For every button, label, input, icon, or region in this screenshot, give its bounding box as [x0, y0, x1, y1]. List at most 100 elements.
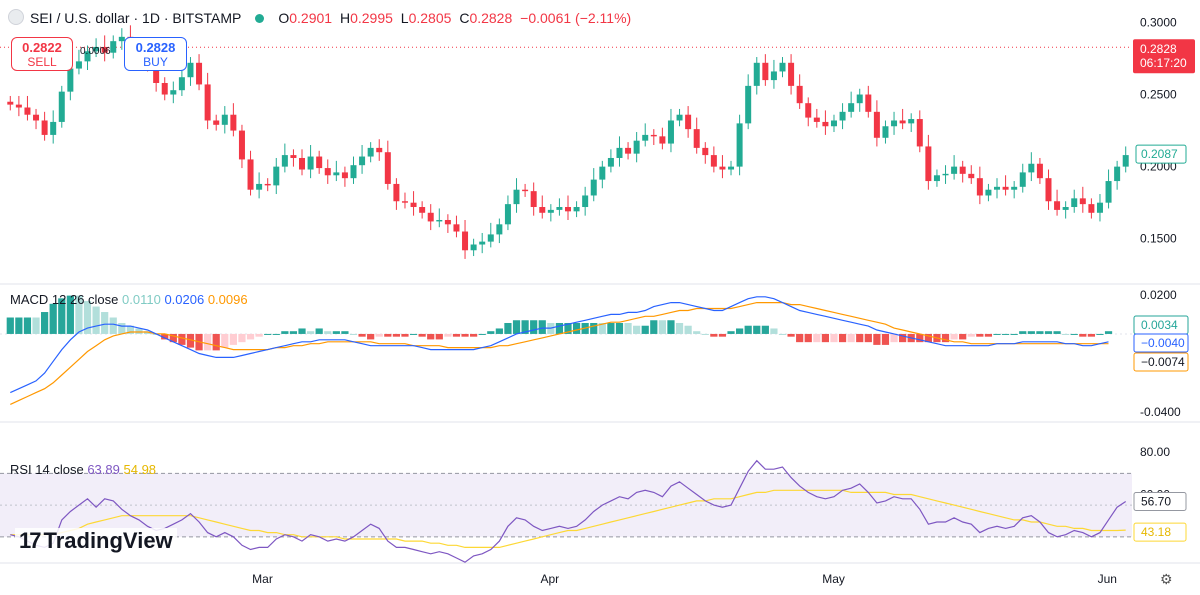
macd-histogram-bar — [1087, 333, 1095, 337]
macd-histogram-bar — [615, 322, 624, 334]
candle-body — [667, 120, 674, 144]
candle-body — [1011, 186, 1018, 190]
candle-body — [273, 166, 280, 186]
candle-body — [1028, 163, 1035, 173]
candle-body — [67, 68, 74, 92]
candle-body — [393, 183, 400, 202]
macd-histogram-bar — [555, 322, 564, 334]
candle-body — [616, 147, 623, 158]
macd-histogram-bar — [212, 333, 220, 351]
rsi-line — [10, 459, 1127, 563]
macd-histogram-bar — [452, 333, 461, 337]
macd-histogram-bar — [967, 333, 975, 337]
candle-body — [582, 195, 589, 208]
price-annotation-label: 0.2087 — [1141, 147, 1178, 161]
candle-body — [84, 51, 91, 62]
macd-histogram-bar — [169, 333, 177, 343]
candle-body — [178, 77, 185, 91]
macd-histogram-bar — [1062, 333, 1070, 335]
candle-body — [75, 61, 82, 69]
candle-body — [762, 62, 769, 81]
macd-histogram-bar — [1079, 333, 1087, 337]
candle-body — [15, 104, 22, 108]
macd-histogram-bar — [204, 333, 212, 351]
rsi-value-label: 56.70 — [1141, 495, 1171, 509]
candle-body — [1088, 204, 1095, 213]
candle-body — [316, 156, 323, 169]
macd-histogram-bar — [512, 320, 521, 334]
sell-button[interactable]: 0.2822 SELL — [11, 37, 73, 71]
macd-histogram-bar — [838, 333, 847, 343]
macd-hist-value: 0.0110 — [122, 292, 161, 307]
tradingview-watermark: 17 TradingView — [15, 528, 177, 554]
buy-button[interactable]: 0.2828 BUY — [124, 37, 187, 71]
macd-histogram-bar — [718, 333, 727, 337]
candle-body — [1114, 166, 1121, 182]
macd-histogram-bar — [804, 333, 812, 343]
price-axis-tick: 0.1500 — [1140, 232, 1177, 246]
macd-histogram-bar — [32, 317, 40, 334]
price-annotation-tag — [1135, 144, 1187, 164]
candle-body — [942, 173, 949, 176]
candle-body — [1019, 172, 1026, 187]
macd-histogram-bar — [770, 328, 778, 334]
macd-histogram-bar — [358, 333, 366, 337]
candle-body — [813, 117, 820, 122]
candle-body — [7, 101, 14, 105]
countdown-label: 06:17:20 — [1140, 56, 1187, 70]
candle-body — [462, 231, 469, 251]
rsi-legend[interactable]: RSI 14 close 63.89 54.98 — [10, 462, 156, 477]
candle-body — [504, 204, 511, 225]
macd-histogram-bar — [976, 333, 984, 337]
macd-histogram-bar — [727, 331, 735, 334]
rsi-value-tag — [1133, 492, 1187, 512]
macd-histogram-bar — [66, 295, 74, 334]
macd-histogram-bar — [873, 333, 881, 345]
candle-body — [290, 155, 297, 158]
candle-body — [1036, 163, 1043, 179]
candle-body — [333, 172, 340, 176]
price-axis-tick: 0.3000 — [1140, 15, 1177, 29]
candle-body — [976, 178, 983, 196]
macd-histogram-bar — [332, 331, 340, 334]
macd-axis-tick: 0.0200 — [1140, 288, 1177, 302]
candle-body — [599, 166, 606, 180]
candle-body — [238, 130, 245, 160]
candle-body — [153, 65, 160, 83]
candle-body — [187, 62, 194, 78]
candle-body — [1079, 198, 1086, 205]
candle-body — [719, 166, 726, 170]
candle-body — [796, 85, 803, 104]
macd-histogram-bar — [624, 322, 632, 334]
macd-histogram-bar — [186, 333, 195, 348]
candle-body — [93, 46, 100, 52]
macd-histogram-bar — [504, 322, 512, 334]
time-axis-tick: May — [822, 572, 845, 586]
macd-value-tag — [1133, 352, 1189, 372]
macd-histogram-bar — [487, 331, 495, 334]
macd-histogram-bar — [367, 333, 375, 340]
candle-body — [479, 241, 486, 245]
macd-histogram-bar — [255, 333, 263, 337]
rsi-value-label: 43.18 — [1141, 525, 1171, 539]
macd-histogram-bar — [324, 331, 332, 334]
macd-legend[interactable]: MACD 12 26 close 0.0110 0.0206 0.0096 — [10, 292, 248, 307]
settings-gear-icon[interactable]: ⚙ — [1160, 571, 1173, 587]
macd-histogram-bar — [950, 333, 958, 340]
candle-body — [410, 202, 417, 208]
macd-histogram-bar — [1044, 331, 1053, 334]
candle-body — [1122, 155, 1129, 167]
candle-body — [50, 121, 57, 135]
macd-histogram-bar — [418, 333, 426, 337]
macd-histogram-bar — [75, 295, 83, 334]
candle-body — [427, 212, 434, 222]
candle-body — [753, 62, 760, 86]
sei-symbol-icon[interactable] — [8, 9, 24, 25]
macd-histogram-bar — [58, 298, 66, 334]
macd-histogram-bar — [375, 333, 383, 337]
candle-body — [830, 120, 837, 127]
macd-histogram-bar — [993, 333, 1001, 335]
symbol-title[interactable]: SEI / U.S. dollar · 1D · BITSTAMP — [30, 10, 242, 26]
macd-histogram-bar — [1070, 333, 1078, 335]
candle-body — [436, 219, 443, 222]
